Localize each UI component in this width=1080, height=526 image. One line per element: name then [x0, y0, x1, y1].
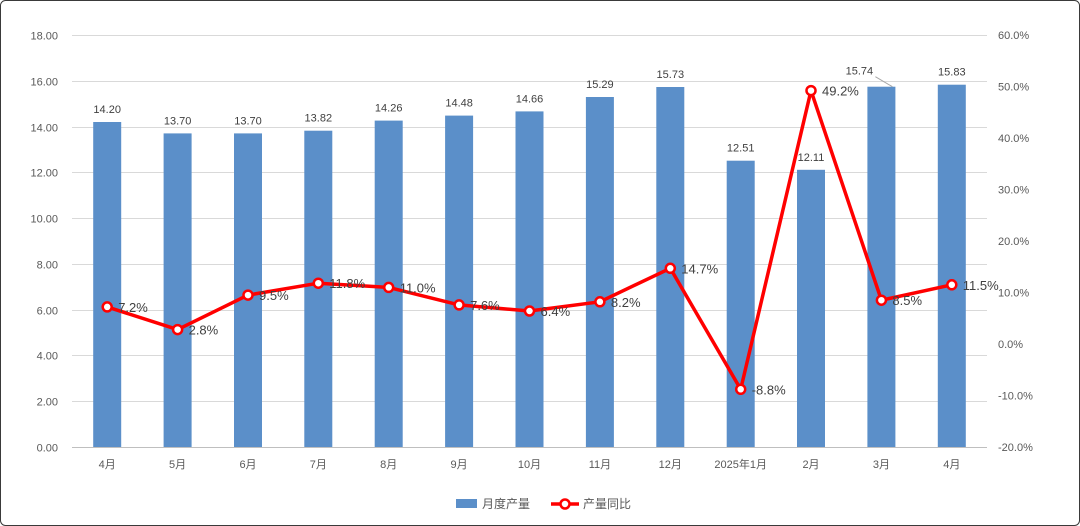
y-right-tick-label-6: 40.0%	[998, 133, 1029, 145]
y-left-tick-label-6: 12.00	[30, 168, 58, 180]
bar-11	[797, 169, 825, 448]
yoy-point-13	[946, 279, 958, 291]
yoy-point-1	[101, 301, 113, 313]
yoy-value-label-8: 8.2%	[611, 295, 641, 310]
legend-label-monthly-output: 月度产量	[482, 496, 530, 511]
yoy-point-9	[664, 262, 677, 275]
legend-item-monthly-output: 月度产量	[456, 496, 530, 511]
x-tick-label-7: 10月	[518, 459, 541, 471]
yoy-point-6	[453, 299, 465, 311]
bar-value-label-6: 14.48	[445, 98, 473, 110]
yoy-value-label-3: 9.5%	[259, 288, 289, 303]
yoy-value-label-11: 49.2%	[822, 84, 859, 99]
y-right-tick-label-5: 30.0%	[998, 185, 1029, 197]
bar-value-labels: 14.20 13.70 13.70 13.82 14.26 14.48 14.66 15.29…	[93, 66, 965, 164]
bar-13	[937, 84, 966, 447]
bar-value-label-10: 12.51	[727, 143, 755, 155]
bar-10	[726, 160, 755, 447]
bar-7	[515, 111, 544, 448]
y-axis-left: 0.00 2.00 4.00 6.00 8.00 10.00 12.00 14.00 16.00…	[30, 31, 58, 455]
x-tick-label-2: 5月	[169, 459, 186, 471]
x-tick-label-12: 3月	[873, 459, 890, 471]
yoy-point-3	[242, 289, 254, 301]
x-tick-label-1: 4月	[99, 459, 116, 471]
line-series-yoy	[101, 84, 958, 396]
yoy-value-label-1: 7.2%	[118, 300, 148, 315]
bar-value-label-9: 15.73	[657, 69, 685, 81]
y-left-tick-label-5: 10.00	[30, 214, 58, 226]
bar-12	[867, 86, 896, 447]
bar-8	[585, 97, 614, 447]
bar-value-label-8: 15.29	[586, 79, 614, 91]
y-right-tick-label-4: 20.0%	[998, 236, 1029, 248]
yoy-value-label-10: -8.8%	[752, 382, 786, 397]
bar-6	[445, 115, 474, 447]
yoy-value-label-9: 14.7%	[681, 261, 718, 276]
y-left-tick-label-2: 4.00	[37, 351, 58, 363]
legend-swatch-bar	[456, 499, 477, 508]
yoy-value-label-6: 7.6%	[470, 298, 500, 313]
bar-label-leader-12	[875, 76, 893, 88]
y-left-tick-label-7: 14.00	[30, 123, 58, 135]
legend-swatch-marker	[559, 498, 571, 510]
yoy-point-2	[171, 323, 184, 336]
yoy-point-11	[805, 84, 817, 97]
bar-1	[93, 122, 122, 447]
yoy-value-label-2: 2.8%	[189, 323, 219, 338]
bar-value-label-3: 13.70	[234, 115, 262, 127]
bar-2	[163, 133, 192, 447]
bar-value-label-12: 15.74	[846, 66, 874, 78]
legend-label-yoy: 产量同比	[583, 497, 631, 511]
bar-value-label-11: 12.11	[798, 152, 825, 164]
y-left-tick-label-0: 0.00	[37, 443, 58, 455]
yoy-point-4	[312, 277, 325, 289]
bar-value-label-13: 15.83	[938, 67, 966, 79]
x-tick-label-8: 11月	[589, 459, 611, 471]
yoy-value-label-7: 6.4%	[541, 304, 571, 319]
x-tick-label-6: 9月	[451, 459, 468, 471]
yoy-point-8	[594, 296, 606, 308]
x-tick-label-10: 2025年1月	[714, 457, 767, 471]
yoy-value-label-5: 11.0%	[400, 280, 436, 295]
x-tick-label-3: 6月	[239, 459, 256, 471]
x-axis: 4月 5月 6月 7月 8月 9月 10月 11月 12月 2025年1月 2月 3月 4月	[99, 457, 961, 471]
x-tick-label-13: 4月	[943, 459, 960, 471]
bar-value-label-2: 13.70	[164, 115, 192, 127]
y-right-tick-label-2: 0.0%	[998, 339, 1023, 351]
legend: 月度产量 产量同比	[456, 496, 631, 511]
yoy-value-label-12: 8.5%	[892, 293, 922, 308]
yoy-point-12	[875, 294, 888, 306]
y-left-tick-label-8: 16.00	[30, 77, 58, 89]
legend-item-yoy: 产量同比	[551, 497, 631, 511]
y-axis-right: -20.0% -10.0% 0.0% 10.0% 20.0% 30.0% 40.0% 50.0…	[998, 30, 1033, 454]
y-left-tick-label-3: 6.00	[37, 306, 58, 318]
x-tick-label-5: 8月	[380, 459, 397, 471]
yoy-value-label-4: 11.8%	[329, 276, 365, 291]
y-right-tick-label-8: 60.0%	[998, 30, 1029, 42]
y-right-tick-label-0: -20.0%	[998, 442, 1033, 454]
y-right-tick-label-1: -10.0%	[998, 391, 1033, 403]
yoy-value-label-13: 11.5%	[963, 278, 999, 293]
y-right-tick-label-3: 10.0%	[998, 288, 1029, 300]
line-value-labels: 7.2% 2.8% 9.5% 11.8% 11.0% 7.6% 6.4% 8.2% 14.7% -…	[118, 84, 999, 398]
y-right-tick-label-7: 50.0%	[998, 82, 1029, 94]
y-left-tick-label-9: 18.00	[30, 31, 58, 43]
bar-value-label-1: 14.20	[93, 104, 121, 116]
x-tick-label-4: 7月	[310, 459, 327, 471]
x-tick-label-11: 2月	[802, 459, 819, 471]
yoy-point-7	[523, 305, 536, 317]
bar-value-label-4: 13.82	[305, 113, 333, 125]
y-left-tick-label-4: 8.00	[37, 260, 58, 272]
y-left-tick-label-1: 2.00	[37, 397, 58, 409]
bar-value-label-7: 14.66	[516, 93, 544, 105]
x-tick-label-9: 12月	[659, 459, 682, 471]
bar-value-label-5: 14.26	[375, 103, 403, 115]
yoy-point-10	[734, 383, 747, 396]
yoy-point-5	[382, 281, 395, 294]
